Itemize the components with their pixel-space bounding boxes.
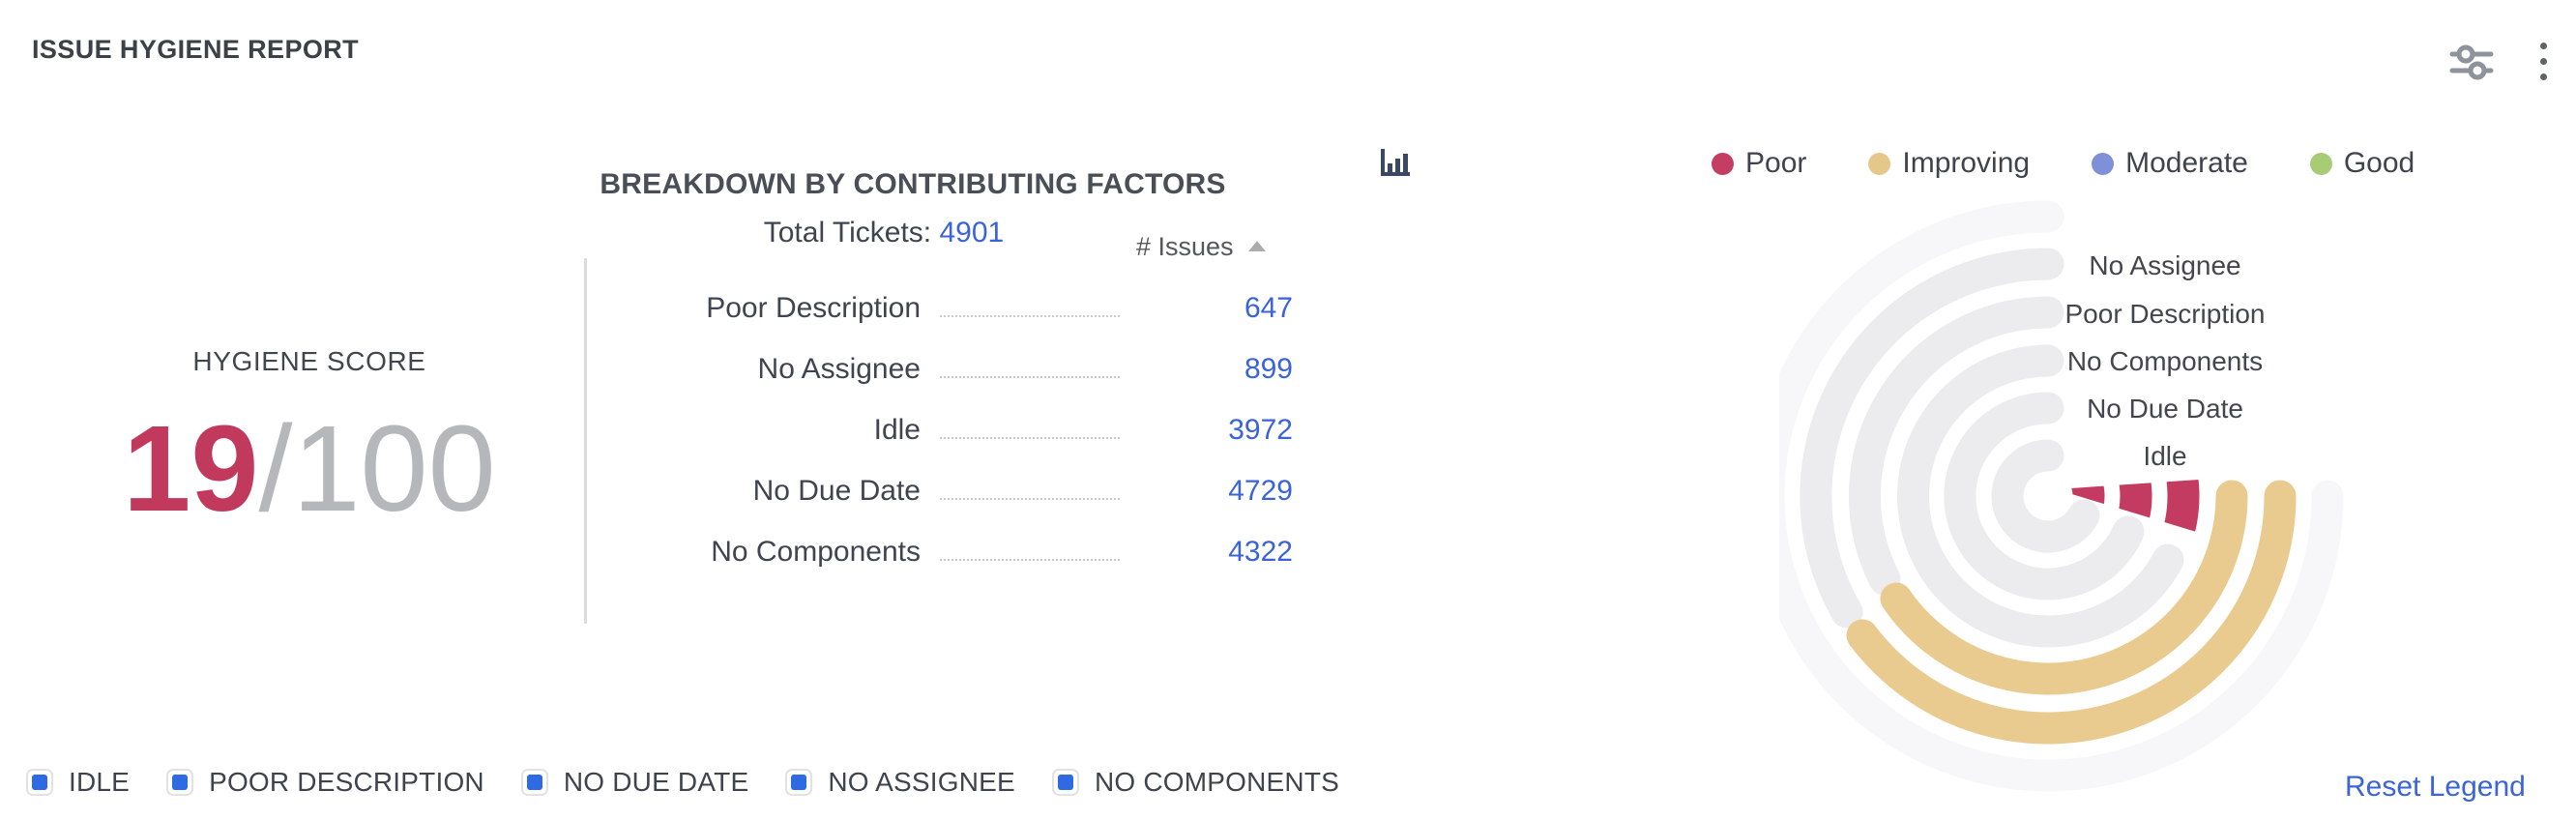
ring-label-no-components: No Components xyxy=(2067,346,2263,376)
kebab-menu-icon[interactable] xyxy=(2534,39,2553,84)
issues-header-label: # Issues xyxy=(1136,232,1234,261)
factor-value[interactable]: 647 xyxy=(1244,291,1293,324)
ring-poor-description-improving-arc xyxy=(1880,480,2248,695)
status-label: Good xyxy=(2343,147,2415,179)
legend-item-poor-description[interactable]: POOR DESCRIPTION xyxy=(166,767,484,798)
ring-label-poor-description: Poor Description xyxy=(2065,299,2266,329)
status-label: Poor xyxy=(1745,147,1807,179)
legend-label: NO COMPONENTS xyxy=(1094,767,1339,797)
total-tickets-label: Total Tickets: xyxy=(763,217,932,249)
issues-column-header[interactable]: # Issues xyxy=(1136,232,1266,262)
hygiene-score-label: HYGIENE SCORE xyxy=(192,346,426,376)
factor-label: Poor Description xyxy=(706,291,921,324)
dotted-leader xyxy=(940,375,1120,378)
status-legend: Poor Improving Moderate Good xyxy=(1712,147,2415,180)
score-value: 19 xyxy=(123,400,259,537)
table-row: Poor Description 647 xyxy=(619,278,1296,338)
table-row: No Due Date 4729 xyxy=(619,460,1296,521)
moderate-dot-icon xyxy=(2092,152,2115,175)
ring-label-no-due-date: No Due Date xyxy=(2087,394,2243,424)
factor-label: No Components xyxy=(711,535,921,568)
factor-value[interactable]: 3972 xyxy=(1228,413,1293,446)
improving-dot-icon xyxy=(1868,152,1891,175)
status-label: Improving xyxy=(1902,147,2031,179)
poor-dot-icon xyxy=(1712,152,1734,175)
legend-item-no-due-date[interactable]: NO DUE DATE xyxy=(520,767,749,798)
ghost-track-arc xyxy=(1779,200,2344,792)
ring-no-assignee-track-arc xyxy=(1800,248,2064,629)
factor-value[interactable]: 4322 xyxy=(1228,535,1293,568)
ring-no-components-track-arc xyxy=(1897,344,2184,648)
legend-label: NO ASSIGNEE xyxy=(828,767,1015,797)
legend-item-idle[interactable]: IDLE xyxy=(26,767,130,798)
reset-legend-link[interactable]: Reset Legend xyxy=(2345,771,2526,803)
table-row: No Components 4322 xyxy=(619,521,1296,582)
status-item-improving: Improving xyxy=(1868,147,2030,180)
hygiene-score-block: HYGIENE SCORE 19/100 xyxy=(106,346,512,530)
dotted-leader xyxy=(940,558,1120,561)
checkbox-icon xyxy=(520,769,548,796)
bar-chart-icon[interactable] xyxy=(1380,148,1411,177)
dotted-leader xyxy=(940,436,1120,439)
factor-value[interactable]: 4729 xyxy=(1228,474,1293,507)
checkbox-icon xyxy=(26,769,53,796)
score-max: 100 xyxy=(292,400,496,537)
vertical-divider xyxy=(584,258,587,624)
factor-value[interactable]: 899 xyxy=(1244,352,1293,385)
hygiene-score-value-line: 19/100 xyxy=(106,408,512,530)
legend-label: NO DUE DATE xyxy=(563,767,749,797)
factor-label: Idle xyxy=(873,413,921,446)
page-title: ISSUE HYGIENE REPORT xyxy=(32,35,360,64)
legend-item-no-assignee[interactable]: NO ASSIGNEE xyxy=(785,767,1015,798)
checkbox-icon xyxy=(166,769,194,796)
status-label: Moderate xyxy=(2125,147,2248,179)
poor-red-wedge xyxy=(2056,478,2228,538)
total-tickets: Total Tickets: 4901 xyxy=(574,217,1193,249)
status-item-good: Good xyxy=(2309,147,2415,180)
ring-label-no-assignee: No Assignee xyxy=(2089,250,2240,280)
ring-label-idle: Idle xyxy=(2143,441,2186,471)
dotted-leader xyxy=(940,497,1120,500)
factor-list: Poor Description 647 No Assignee 899 Idl… xyxy=(619,278,1296,582)
legend-item-no-components[interactable]: NO COMPONENTS xyxy=(1051,767,1339,798)
dotted-leader xyxy=(940,314,1120,317)
checkbox-icon xyxy=(1051,769,1079,796)
ring-idle-track-arc xyxy=(1991,439,2100,553)
good-dot-icon xyxy=(2309,152,2332,175)
hygiene-radial-chart: No Assignee Poor Description No Componen… xyxy=(1779,200,2344,792)
ring-no-assignee-improving-arc xyxy=(1846,480,2297,745)
status-item-moderate: Moderate xyxy=(2092,147,2248,180)
series-legend: IDLE POOR DESCRIPTION NO DUE DATE NO ASS… xyxy=(26,767,1339,798)
table-row: Idle 3972 xyxy=(619,399,1296,460)
ring-poor-description-track-arc xyxy=(1848,296,2064,596)
legend-label: POOR DESCRIPTION xyxy=(209,767,484,797)
sort-ascending-icon xyxy=(1247,241,1266,251)
checkbox-icon xyxy=(785,769,813,796)
factor-label: No Assignee xyxy=(757,352,921,385)
breakdown-title: BREAKDOWN BY CONTRIBUTING FACTORS xyxy=(600,168,1226,200)
table-row: No Assignee 899 xyxy=(619,338,1296,399)
ring-no-due-date-track-arc xyxy=(1944,392,2145,600)
status-item-poor: Poor xyxy=(1712,147,1806,180)
score-separator: / xyxy=(258,400,293,537)
header-actions xyxy=(2449,39,2553,84)
factor-label: No Due Date xyxy=(752,474,921,507)
filter-sliders-icon[interactable] xyxy=(2449,41,2494,83)
total-tickets-value[interactable]: 4901 xyxy=(939,217,1005,249)
legend-label: IDLE xyxy=(69,767,131,797)
